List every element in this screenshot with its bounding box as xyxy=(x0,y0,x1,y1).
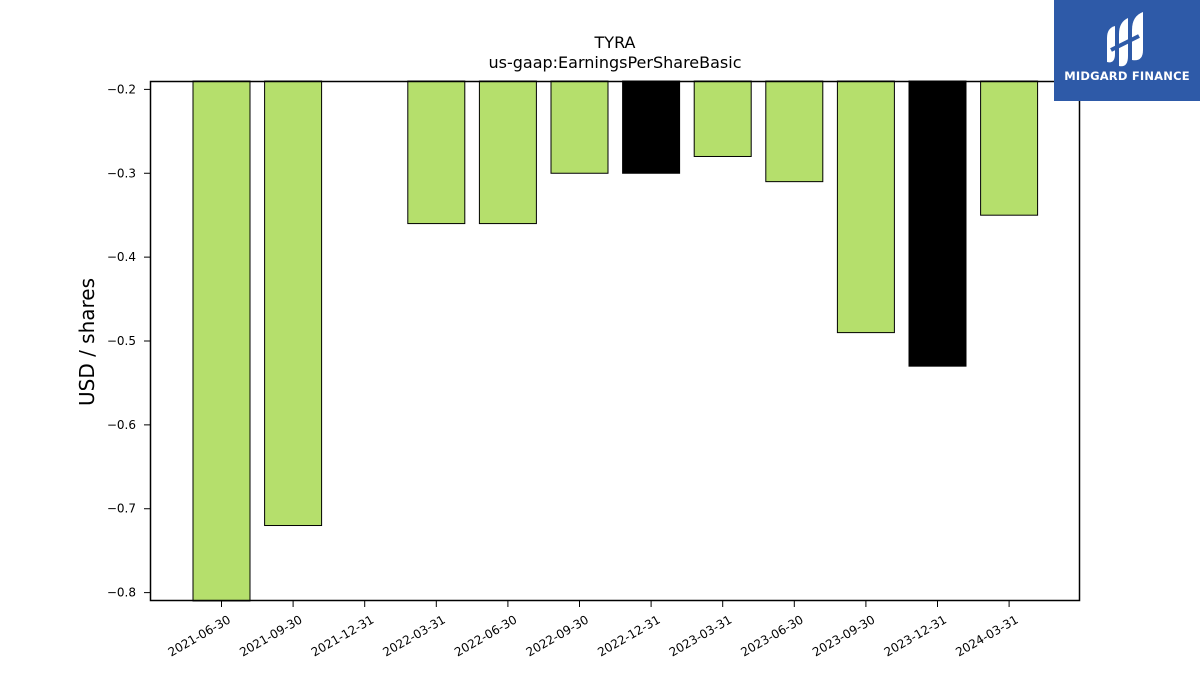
bar-2023-06-30 xyxy=(765,80,824,183)
y-tick-label: −0.7 xyxy=(107,502,136,516)
logo-mark-icon xyxy=(1107,12,1143,67)
y-axis-label: USD / shares xyxy=(75,278,99,406)
bar-2022-09-30 xyxy=(550,80,609,174)
x-tick-label: 2022-06-30 xyxy=(452,612,519,659)
y-tick-label: −0.8 xyxy=(107,586,136,600)
bar-2024-03-31 xyxy=(980,80,1039,216)
bar-2022-03-31 xyxy=(407,80,466,225)
y-tick-label: −0.2 xyxy=(107,82,136,96)
x-tick-label: 2022-12-31 xyxy=(595,612,662,659)
x-tick-label: 2024-03-31 xyxy=(953,612,1020,659)
bar-2022-06-30 xyxy=(478,80,537,225)
x-tick-label: 2023-12-31 xyxy=(882,612,949,659)
bar-2023-12-31 xyxy=(908,80,967,367)
y-tick-label: −0.3 xyxy=(107,166,136,180)
bar-2021-09-30 xyxy=(264,80,323,527)
chart-title: TYRA xyxy=(594,33,636,52)
y-tick-label: −0.5 xyxy=(107,334,136,348)
y-tick-label: −0.4 xyxy=(107,250,136,264)
y-axis: −0.2 −0.3 −0.4 −0.5 −0.6 −0.7 −0.8 xyxy=(107,82,150,600)
logo-text: MIDGARD FINANCE xyxy=(1064,69,1190,83)
bar-2021-06-30 xyxy=(192,80,251,602)
x-tick-label: 2021-06-30 xyxy=(166,612,233,659)
bar-2022-12-31 xyxy=(622,80,681,174)
midgard-finance-logo: MIDGARD FINANCE xyxy=(1054,0,1200,101)
x-tick-label: 2022-09-30 xyxy=(524,612,591,659)
bar-2023-03-31 xyxy=(693,80,752,157)
y-tick-label: −0.6 xyxy=(107,418,136,432)
x-tick-label: 2021-09-30 xyxy=(237,612,304,659)
x-tick-label: 2023-03-31 xyxy=(667,612,734,659)
x-tick-label: 2023-09-30 xyxy=(810,612,877,659)
x-tick-label: 2022-03-31 xyxy=(380,612,447,659)
bars-group xyxy=(192,80,1039,602)
bar-2023-09-30 xyxy=(836,80,895,334)
chart-subtitle: us-gaap:EarningsPerShareBasic xyxy=(488,53,741,72)
x-axis: 2021-06-30 2021-09-30 2021-12-31 2022-03-31… xyxy=(166,601,1021,659)
plot-frame xyxy=(149,80,1081,602)
x-tick-label: 2023-06-30 xyxy=(738,612,805,659)
x-tick-label: 2021-12-31 xyxy=(309,612,376,659)
